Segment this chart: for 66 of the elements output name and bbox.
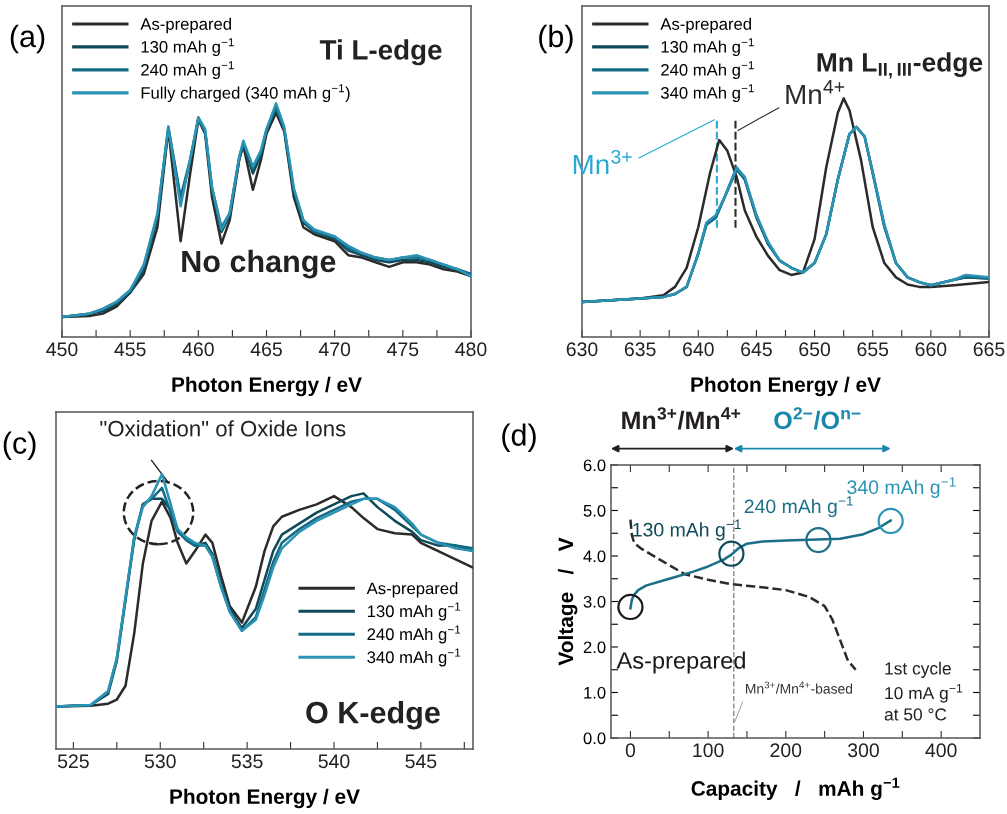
text: Ti L-edge	[319, 39, 442, 66]
x-tick-label: 465	[250, 342, 282, 357]
x-tick-label: 480	[455, 342, 487, 357]
legend-label: 130 mAh g$^{−1}$	[367, 602, 461, 621]
chart-title: (a)	[10, 24, 45, 54]
y-tick-label: 2.0	[583, 641, 606, 654]
x-tick-label: 640	[683, 342, 714, 357]
legend-label: 130 mAh g$^{−1}$	[661, 38, 754, 57]
x-tick-label: 400	[925, 743, 957, 758]
x-tick-label: 635	[624, 342, 656, 357]
x-tick-label: 450	[46, 342, 78, 357]
text: "Oxidation" of Oxide Ions	[100, 420, 346, 437]
x-tick-label: 0	[625, 743, 636, 758]
x-tick-label: 460	[182, 342, 214, 357]
y-tick-label: 0.0	[583, 732, 606, 745]
x-axis-title: Photon Energy / eV	[170, 788, 360, 809]
legend-label: 130 mAh g$^{−1}$	[141, 38, 234, 57]
x-tick-label: 300	[848, 743, 879, 758]
y-tick-label: 3.0	[583, 595, 606, 608]
y-tick-label: 5.0	[583, 504, 606, 517]
text: 1st cycle 10 mA g$^{−1}$ at 50 °C	[884, 661, 963, 721]
x-tick-label: 545	[405, 754, 437, 769]
legend-label: As-prepared	[660, 17, 751, 34]
chart-title: (b)	[539, 24, 573, 54]
annotation: As-prepared	[616, 651, 745, 674]
x-tick-label: 660	[915, 342, 947, 357]
annotation: 130 mAh g$^{−1}$	[633, 519, 741, 541]
annotation: No change	[182, 249, 336, 279]
legend-label: 240 mAh g$^{−1}$	[661, 61, 754, 80]
x-tick-label: 475	[387, 342, 419, 357]
x-tick-label: 630	[566, 342, 598, 357]
ref-line-label: Mn$^{3+}$/Mn$^{4+}$-based	[745, 681, 853, 694]
x-tick-label: 455	[114, 342, 146, 357]
y-tick-label: 6.0	[583, 459, 606, 472]
x-axis-title: Photon Energy / eV	[172, 376, 362, 397]
legend-label: As-prepared	[366, 582, 458, 598]
chart-title: (d)	[502, 423, 536, 452]
x-tick-label: 525	[57, 754, 89, 769]
text: O$^{2−}$/O$^{n−}$	[774, 407, 861, 430]
x-tick-label: 645	[741, 342, 772, 357]
x-tick-label: 470	[318, 342, 351, 357]
legend-label: 240 mAh g$^{−1}$	[367, 625, 461, 644]
x-axis-title: Photon Energy / eV	[691, 376, 881, 397]
text: Mn L$_{II,III}$-edge	[817, 52, 983, 79]
x-tick-label: 665	[973, 342, 1005, 357]
legend-label: As-prepared	[140, 17, 231, 34]
chart-title: (c)	[3, 431, 36, 460]
annotation: 240 mAh g$^{−1}$	[744, 496, 853, 518]
y-tick-label: 1.0	[584, 686, 606, 699]
text: Mn$^{3+}$/Mn$^{4+}$	[622, 407, 741, 430]
x-tick-label: 100	[693, 743, 724, 758]
x-axis-title: Capacity / mAh g$^{−1}$	[691, 777, 900, 801]
x-tick-label: 655	[857, 342, 889, 357]
x-tick-label: 200	[770, 743, 802, 758]
legend-label: 340 mAh g$^{−1}$	[660, 84, 754, 103]
legend-label: 340 mAh g$^{−1}$	[367, 648, 461, 667]
y-tick-label: 4.0	[583, 550, 606, 563]
y-axis-title: Voltage / V	[557, 537, 578, 666]
legend-label: Fully charged (340 mAh g$^{−1}$)	[141, 84, 350, 103]
x-tick-label: 530	[144, 754, 176, 769]
legend-label: 240 mAh g$^{−1}$	[141, 61, 234, 80]
x-tick-label: 650	[799, 342, 831, 357]
x-tick-label: 535	[231, 754, 263, 769]
annotation: O K-edge	[306, 700, 440, 730]
x-tick-label: 540	[318, 754, 350, 769]
ref-line-label: Mn$^{4+}$	[786, 80, 845, 105]
